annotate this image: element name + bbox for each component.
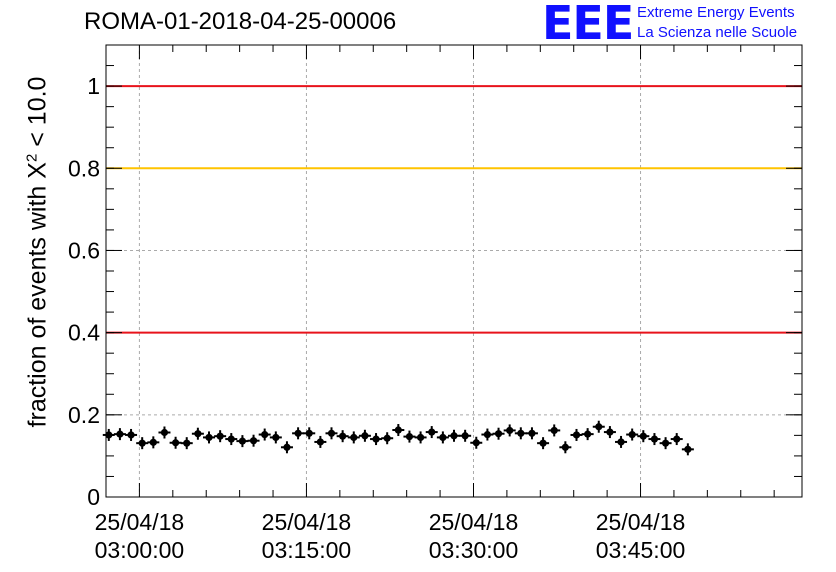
data-point-19 bbox=[316, 438, 324, 446]
y-tick-label-2: 0.4 bbox=[68, 320, 100, 346]
y-tick-label-3: 0.6 bbox=[68, 237, 100, 263]
data-point-10 bbox=[216, 432, 224, 440]
data-point-51 bbox=[673, 435, 681, 443]
data-point-28 bbox=[416, 433, 425, 442]
data-point-52 bbox=[684, 445, 692, 453]
data-point-26 bbox=[394, 426, 402, 434]
data-point-11 bbox=[227, 435, 235, 443]
data-point-38 bbox=[528, 429, 536, 437]
x-tick-label-date-0: 25/04/18 bbox=[95, 509, 185, 535]
data-point-16 bbox=[283, 443, 291, 451]
logo-line-2: La Scienza nelle Scuole bbox=[637, 24, 798, 41]
data-point-23 bbox=[361, 432, 369, 440]
y-tick-label-0: 0 bbox=[87, 484, 100, 510]
data-point-45 bbox=[606, 428, 614, 436]
data-point-9 bbox=[205, 433, 213, 442]
data-point-6 bbox=[172, 439, 180, 447]
data-point-29 bbox=[428, 428, 436, 436]
data-point-8 bbox=[194, 430, 202, 438]
data-point-0 bbox=[105, 431, 113, 439]
data-point-2 bbox=[127, 431, 135, 439]
data-point-32 bbox=[461, 432, 469, 440]
y-tick-label-1: 0.2 bbox=[68, 402, 100, 428]
data-point-49 bbox=[650, 435, 659, 443]
y-tick-label-5: 1 bbox=[87, 73, 100, 99]
data-point-20 bbox=[327, 429, 336, 437]
data-point-30 bbox=[439, 433, 447, 442]
data-point-46 bbox=[617, 438, 625, 446]
chart-title: ROMA-01-2018-04-25-00006 bbox=[84, 8, 397, 35]
data-point-34 bbox=[483, 430, 492, 439]
data-point-15 bbox=[272, 433, 280, 442]
x-tick-label-time-2: 03:30:00 bbox=[429, 537, 519, 563]
data-point-39 bbox=[539, 439, 547, 447]
logo-line-1: Extreme Energy Events bbox=[637, 4, 795, 21]
data-point-36 bbox=[506, 426, 514, 435]
data-point-13 bbox=[249, 437, 258, 445]
y-tick-label-4: 0.8 bbox=[68, 155, 100, 181]
data-point-5 bbox=[160, 428, 169, 437]
data-point-33 bbox=[472, 439, 480, 447]
eee-logo: EEE bbox=[542, 0, 634, 50]
data-point-31 bbox=[450, 432, 458, 440]
data-point-35 bbox=[494, 430, 503, 438]
plot-frame bbox=[105, 44, 803, 498]
data-point-25 bbox=[383, 434, 391, 442]
data-point-14 bbox=[261, 430, 269, 439]
data-point-42 bbox=[572, 431, 581, 439]
data-point-17 bbox=[294, 429, 302, 437]
data-point-41 bbox=[561, 443, 569, 451]
data-point-24 bbox=[372, 435, 380, 443]
data-point-3 bbox=[138, 439, 146, 447]
data-point-40 bbox=[550, 426, 558, 435]
data-point-37 bbox=[517, 429, 525, 437]
logo-subtitle: Extreme Energy Events La Scienza nelle S… bbox=[637, 3, 797, 43]
data-point-47 bbox=[628, 430, 636, 439]
x-tick-label-date-3: 25/04/18 bbox=[596, 509, 686, 535]
data-point-50 bbox=[661, 439, 670, 447]
x-tick-label-time-1: 03:15:00 bbox=[262, 537, 352, 563]
data-point-22 bbox=[350, 433, 358, 442]
data-point-1 bbox=[116, 430, 124, 438]
data-point-27 bbox=[405, 432, 414, 441]
data-point-4 bbox=[149, 438, 157, 446]
x-tick-label-time-0: 03:00:00 bbox=[95, 537, 185, 563]
data-point-18 bbox=[305, 429, 313, 437]
data-point-44 bbox=[595, 423, 603, 431]
x-tick-label-date-2: 25/04/18 bbox=[429, 509, 519, 535]
data-point-21 bbox=[339, 432, 347, 440]
data-point-48 bbox=[639, 432, 647, 440]
data-point-43 bbox=[584, 430, 592, 438]
x-tick-label-date-1: 25/04/18 bbox=[262, 509, 352, 535]
data-point-7 bbox=[183, 439, 191, 447]
data-point-12 bbox=[238, 437, 247, 445]
x-tick-label-time-3: 03:45:00 bbox=[596, 537, 686, 563]
